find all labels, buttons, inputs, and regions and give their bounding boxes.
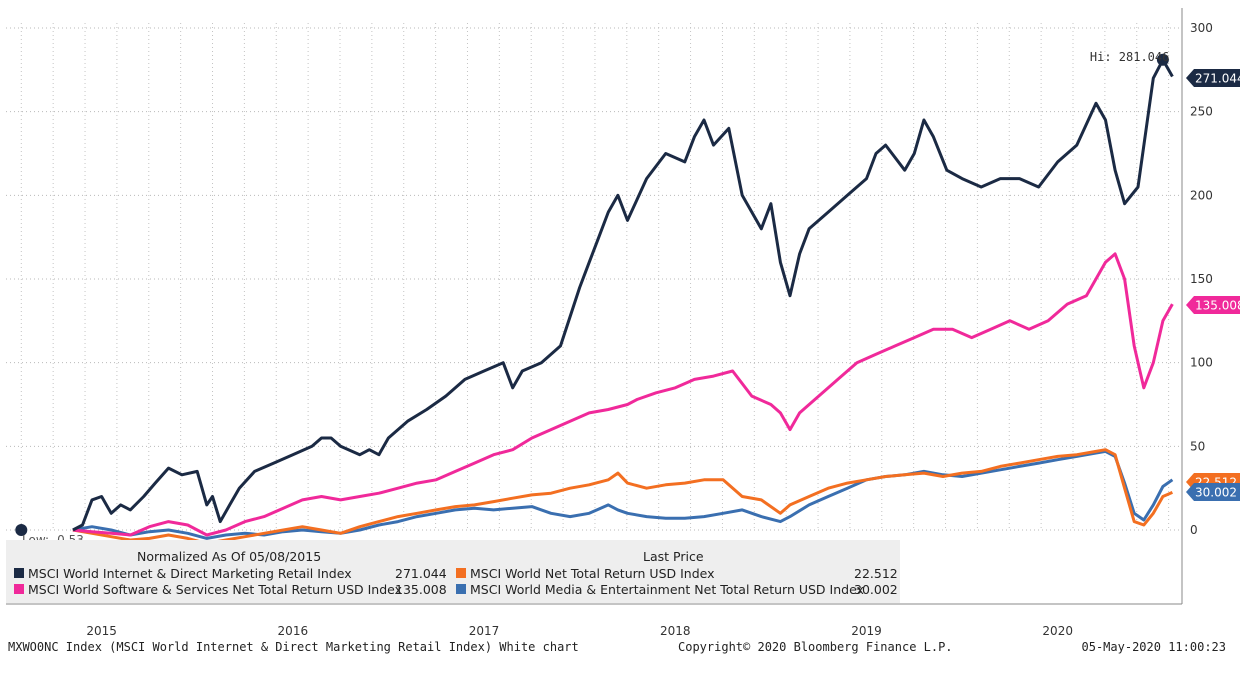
- y-tick-label: 100: [1190, 356, 1213, 370]
- last-value-tag: [1186, 69, 1240, 87]
- legend-item-software: MSCI World Software & Services Net Total…: [14, 581, 402, 597]
- high-marker: [1156, 53, 1169, 66]
- series-line: [72, 252, 1174, 537]
- last-value-label: 135.008: [1195, 299, 1240, 313]
- legend-value-media: 30.002: [854, 582, 898, 597]
- legend-swatch: [456, 568, 466, 578]
- legend-label: MSCI World Internet & Direct Marketing R…: [28, 565, 352, 581]
- low-marker: [15, 524, 28, 536]
- footer-center: Copyright© 2020 Bloomberg Finance L.P.: [678, 640, 953, 654]
- legend-normalized-header: Normalized As Of 05/08/2015: [137, 549, 322, 564]
- last-value-label: 271.044: [1195, 72, 1240, 86]
- y-tick-label: 50: [1190, 439, 1205, 453]
- x-tick-label: 2015: [86, 624, 117, 638]
- legend-box: Normalized As Of 05/08/2015 Last Price M…: [6, 540, 900, 603]
- legend-label: MSCI World Net Total Return USD Index: [470, 565, 715, 581]
- legend-value-software: 135.008: [395, 582, 447, 597]
- series-line: [72, 449, 1174, 540]
- legend-last-price-header: Last Price: [643, 549, 704, 564]
- legend-swatch: [456, 584, 466, 594]
- footer-right: 05-May-2020 11:00:23: [1081, 640, 1227, 654]
- legend-label: MSCI World Software & Services Net Total…: [28, 581, 403, 597]
- legend-swatch: [14, 584, 24, 594]
- last-value-tag: [1186, 483, 1240, 501]
- series-line: [72, 58, 1174, 532]
- legend-label: MSCI World Media & Entertainment Net Tot…: [470, 581, 864, 597]
- footer-left: MXWO0NC Index (MSCI World Internet & Dir…: [8, 640, 579, 654]
- legend-item-media: MSCI World Media & Entertainment Net Tot…: [456, 581, 864, 597]
- last-value-tag: [1186, 296, 1240, 314]
- series-line: [72, 448, 1173, 545]
- high-label: Hi: 281.046: [1090, 50, 1169, 64]
- legend-swatch: [14, 568, 24, 578]
- y-tick-label: 150: [1190, 272, 1213, 286]
- x-tick-label: 2018: [660, 624, 691, 638]
- y-tick-label: 300: [1190, 21, 1213, 35]
- x-tick-label: 2020: [1042, 624, 1073, 638]
- y-tick-label: 200: [1190, 188, 1213, 202]
- y-tick-label: 0: [1190, 523, 1198, 537]
- last-value-label: 30.002: [1195, 486, 1237, 500]
- legend-item-internet: MSCI World Internet & Direct Marketing R…: [14, 565, 352, 581]
- x-tick-label: 2017: [469, 624, 500, 638]
- y-tick-label: 250: [1190, 105, 1213, 119]
- legend-item-world-net: MSCI World Net Total Return USD Index: [456, 565, 715, 581]
- x-tick-label: 2019: [851, 624, 882, 638]
- x-tick-label: 2016: [278, 624, 309, 638]
- legend-value-internet: 271.044: [395, 566, 447, 581]
- legend-value-world-net: 22.512: [854, 566, 898, 581]
- line-chart: 0 50 100 150 200 250 300 2015 2016 2017 2018 2019 20…: [6, 8, 1240, 638]
